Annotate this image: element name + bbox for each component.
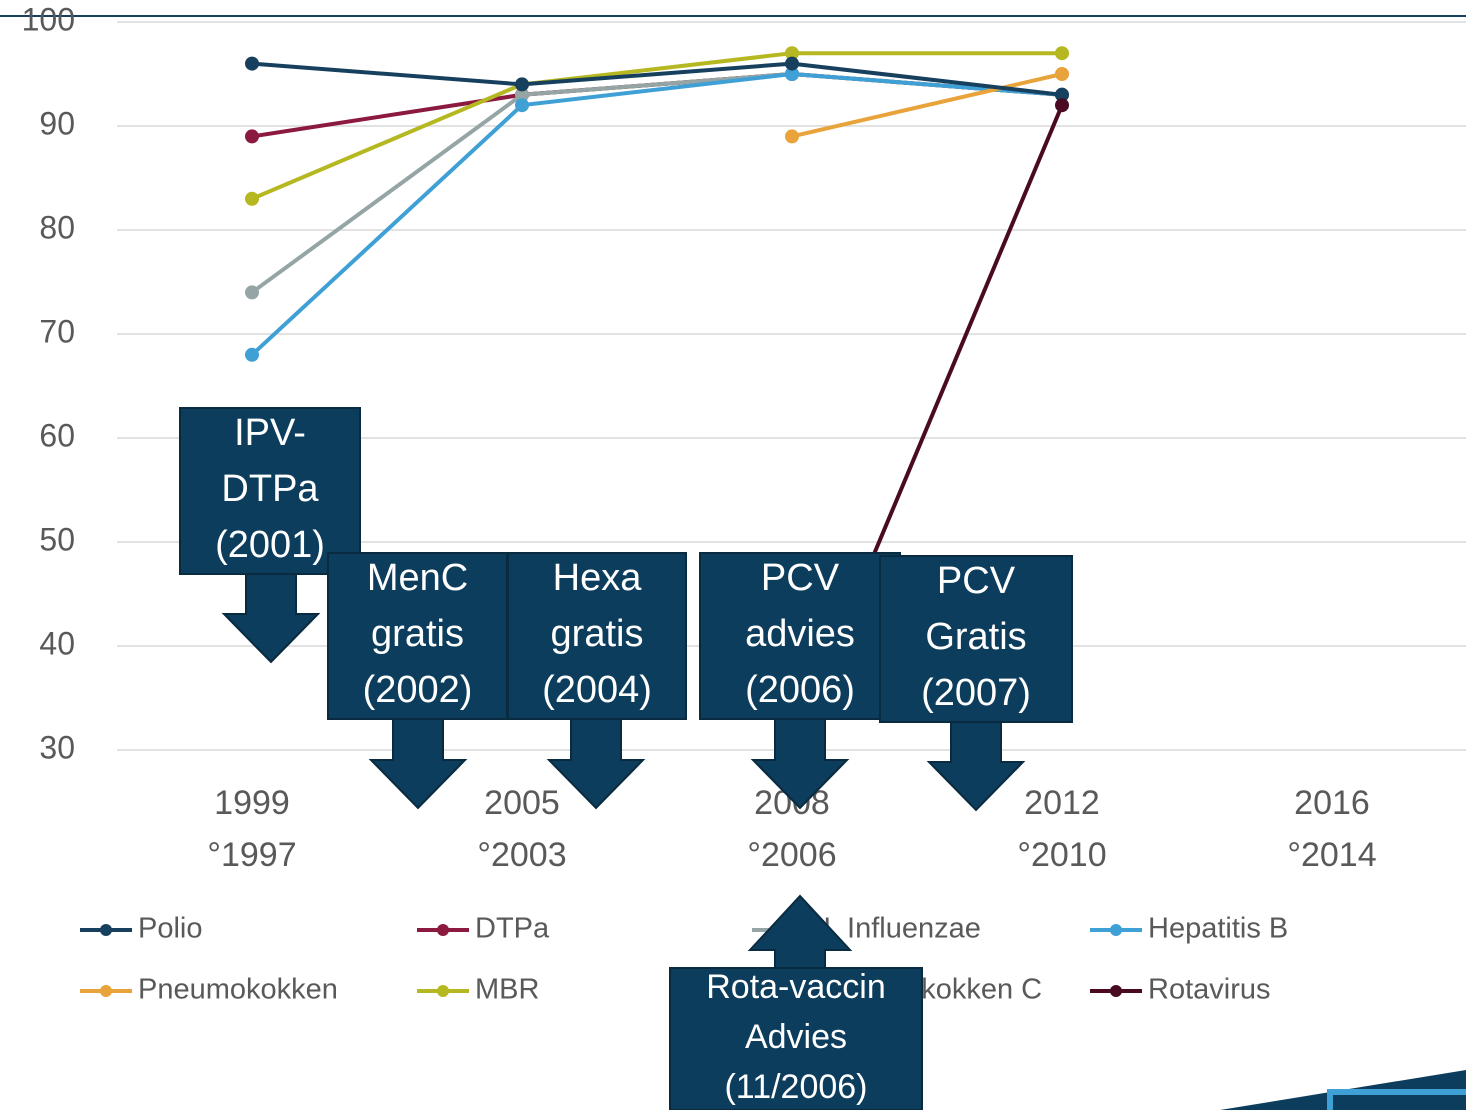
data-point <box>785 56 799 71</box>
x-tick-label: 1999 <box>214 784 290 822</box>
legend-swatch <box>1110 924 1122 936</box>
annotation-text: (2002) <box>363 669 473 711</box>
x-tick-label: °2003 <box>477 836 566 874</box>
y-tick-label: 80 <box>39 209 75 245</box>
x-tick-label: °2010 <box>1017 836 1106 874</box>
data-point <box>245 347 259 362</box>
legend-swatch <box>1110 985 1122 997</box>
legend-label: DTPa <box>475 913 550 945</box>
annotation-text: (2007) <box>921 672 1031 714</box>
series-line <box>251 61 1063 97</box>
annotation-text: PCV <box>937 560 1016 602</box>
y-tick-label: 90 <box>39 105 75 141</box>
annotation-arrow <box>368 718 468 810</box>
data-point <box>515 77 529 92</box>
annotation-text: (2004) <box>542 669 652 711</box>
y-tick-label: 60 <box>39 417 75 453</box>
annotation-arrow <box>750 718 850 810</box>
legend-label: Pneumokokken <box>138 974 338 1006</box>
data-point <box>785 67 799 81</box>
x-tick-label: °2006 <box>747 836 836 874</box>
y-tick-label: 100 <box>22 1 75 37</box>
annotation-arrow <box>747 894 853 969</box>
series-line <box>250 71 1063 357</box>
annotation-text: gratis <box>371 613 464 655</box>
data-point <box>245 191 259 206</box>
series-line <box>251 51 1062 201</box>
y-tick-label: 70 <box>39 313 75 349</box>
data-point <box>245 56 259 71</box>
data-point <box>1055 98 1069 113</box>
legend-label: Hepatitis B <box>1148 913 1288 945</box>
annotation-text: advies <box>745 613 855 655</box>
annotation-text: Advies <box>745 1018 847 1056</box>
y-tick-label: 40 <box>39 625 75 661</box>
series-line <box>791 72 1063 139</box>
data-point <box>245 285 259 300</box>
annotation-text: IPV- <box>234 412 306 454</box>
legend-label: Polio <box>138 913 203 945</box>
annotation-text: MenC <box>367 557 468 599</box>
annotation-text: gratis <box>551 613 644 655</box>
annotation-box <box>879 555 1073 723</box>
y-tick-label: 30 <box>39 729 75 765</box>
data-point <box>785 129 799 144</box>
series-line <box>250 71 1063 295</box>
annotation-arrow <box>926 721 1026 812</box>
legend-swatch <box>100 924 112 936</box>
annotation-text: Rota-vaccin <box>706 968 886 1006</box>
data-point <box>515 98 529 113</box>
data-point <box>245 129 259 144</box>
annotation-box <box>179 407 361 575</box>
annotation-text: PCV <box>761 557 840 599</box>
annotation-box <box>669 967 923 1110</box>
annotation-text: DTPa <box>221 468 319 510</box>
data-point <box>1055 46 1069 61</box>
y-tick-label: 50 <box>39 521 75 557</box>
annotation-text: (11/2006) <box>724 1068 867 1106</box>
annotation-text: (2001) <box>215 524 325 566</box>
x-tick-label: °2014 <box>1287 836 1376 874</box>
corner-decoration <box>1327 1089 1466 1110</box>
x-tick-label: 2016 <box>1294 784 1370 822</box>
x-tick-label: 2005 <box>484 784 560 822</box>
data-point <box>1055 87 1069 102</box>
annotation-text: (2006) <box>745 669 855 711</box>
x-tick-label: 2012 <box>1024 784 1100 822</box>
annotation-arrow <box>546 718 646 810</box>
data-point <box>785 46 799 61</box>
annotation-box <box>327 552 508 720</box>
x-tick-label: °1997 <box>207 836 296 874</box>
annotation-box <box>699 552 901 720</box>
annotation-text: Gratis <box>925 616 1026 658</box>
legend-label: Rotavirus <box>1148 974 1271 1006</box>
data-point <box>515 87 529 102</box>
annotation-arrow <box>221 573 321 664</box>
data-point <box>1055 67 1069 81</box>
legend-swatch <box>437 985 449 997</box>
legend-swatch <box>437 924 449 936</box>
annotation-box <box>507 552 687 720</box>
annotation-text: Hexa <box>553 557 643 599</box>
legend-swatch <box>100 985 112 997</box>
legend-label: MBR <box>475 974 539 1006</box>
